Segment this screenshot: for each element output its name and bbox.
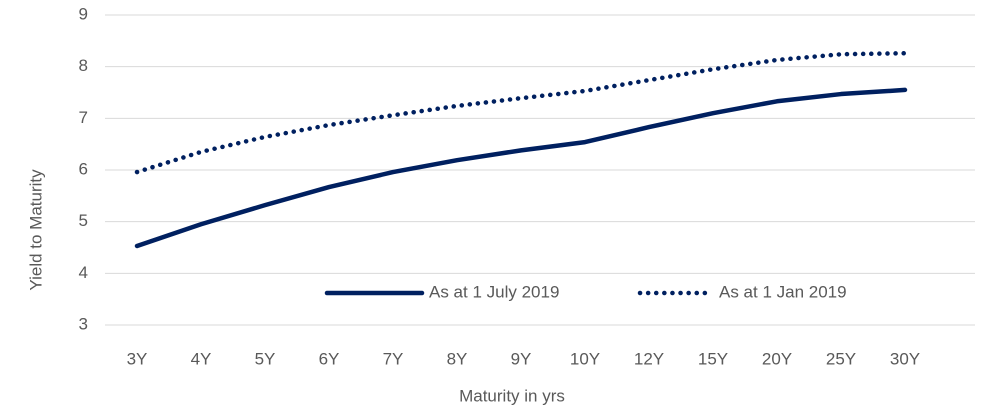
x-tick-label: 7Y bbox=[383, 349, 404, 368]
x-tick-label: 15Y bbox=[698, 349, 728, 368]
x-tick-label: 20Y bbox=[762, 349, 792, 368]
y-tick-label: 9 bbox=[79, 4, 88, 23]
y-tick-label: 4 bbox=[79, 263, 88, 282]
y-tick-label: 5 bbox=[79, 211, 88, 230]
y-tick-label: 7 bbox=[79, 108, 88, 127]
x-tick-label: 9Y bbox=[511, 349, 532, 368]
x-tick-label: 25Y bbox=[826, 349, 856, 368]
y-tick-label: 8 bbox=[79, 56, 88, 75]
series-line bbox=[134, 50, 908, 175]
x-tick-label: 6Y bbox=[319, 349, 340, 368]
x-tick-label: 3Y bbox=[127, 349, 148, 368]
series-line bbox=[134, 87, 908, 249]
x-tick-label: 10Y bbox=[570, 349, 600, 368]
y-tick-label: 3 bbox=[79, 314, 88, 333]
y-tick-label: 6 bbox=[79, 159, 88, 178]
y-axis-label: Yield to Maturity bbox=[26, 169, 45, 291]
x-tick-label: 30Y bbox=[890, 349, 920, 368]
x-tick-label: 5Y bbox=[255, 349, 276, 368]
x-tick-label: 8Y bbox=[447, 349, 468, 368]
x-axis-label: Maturity in yrs bbox=[459, 386, 565, 405]
legend-label: As at 1 July 2019 bbox=[429, 282, 559, 301]
x-tick-label: 12Y bbox=[634, 349, 664, 368]
legend-label: As at 1 Jan 2019 bbox=[719, 282, 847, 301]
x-tick-label: 4Y bbox=[191, 349, 212, 368]
